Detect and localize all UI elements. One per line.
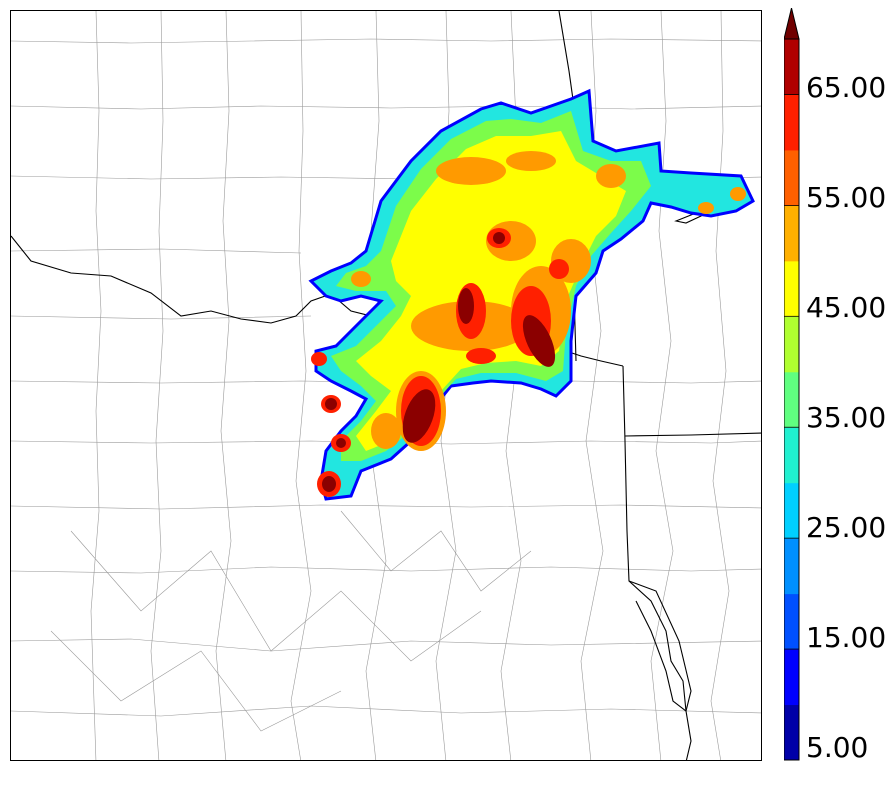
colorbar-band xyxy=(784,427,799,484)
colorbar-tick-label: 35.00 xyxy=(806,401,887,434)
colorbar-band xyxy=(784,260,799,317)
colorbar-band xyxy=(784,149,799,206)
reflectivity-field xyxy=(308,88,755,501)
colorbar-band xyxy=(784,538,799,595)
colorbar-extend-arrow xyxy=(784,8,800,40)
colorbar-tick-label: 15.00 xyxy=(806,621,887,654)
colorbar-band xyxy=(784,316,799,373)
colorbar-band xyxy=(784,593,799,650)
colorbar-tick-label: 65.00 xyxy=(806,71,887,104)
colorbar-band xyxy=(784,205,799,262)
echo-darkred-cores xyxy=(322,232,556,492)
colorbar xyxy=(784,8,800,761)
colorbar-tick-label: 45.00 xyxy=(806,291,887,324)
colorbar-band xyxy=(784,649,799,706)
colorbar-band xyxy=(784,94,799,151)
colorbar-band xyxy=(784,39,799,95)
colorbar-tick-label: 55.00 xyxy=(806,181,887,214)
colorbar-tick-label: 25.00 xyxy=(806,511,887,544)
colorbar-band xyxy=(784,704,799,761)
colorbar-ticks xyxy=(784,94,799,761)
colorbar-band xyxy=(784,482,799,539)
echo-yellow-region xyxy=(356,131,626,451)
colorbar-tick-label: 5.00 xyxy=(806,731,869,764)
county-boundaries xyxy=(11,11,761,760)
colorbar-bands xyxy=(784,8,800,761)
map-panel xyxy=(10,10,762,761)
colorbar-band xyxy=(784,371,799,428)
map-canvas xyxy=(11,11,761,760)
